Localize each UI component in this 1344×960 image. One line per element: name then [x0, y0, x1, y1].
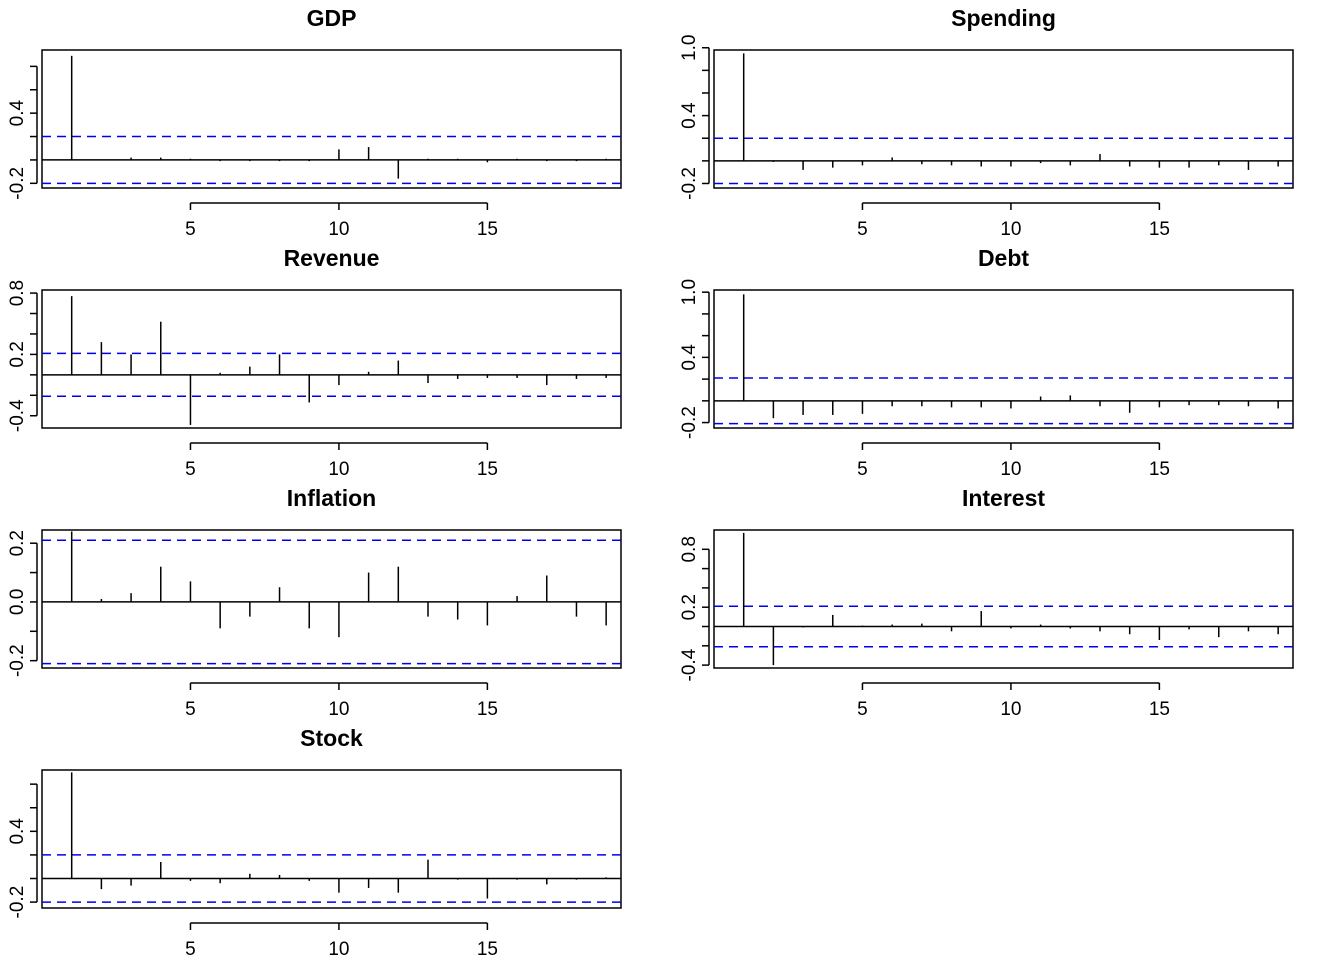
y-tick-label: 0.2 [7, 341, 28, 367]
panel-title: GDP [307, 5, 357, 31]
y-tick-label: 0.2 [679, 594, 700, 620]
x-tick-label: 15 [477, 459, 498, 480]
y-tick-label: 0.8 [7, 280, 28, 306]
y-tick-label: 0.4 [7, 100, 28, 127]
y-tick-label: 0.8 [679, 536, 700, 562]
acf-panel-inflation: Inflation 5 10 15 -0.2 0.0 0.2 [7, 485, 622, 720]
x-tick-label: 15 [1149, 699, 1170, 720]
plot-frame [41, 529, 622, 669]
acf-panel-stock: Stock 5 10 15 -0.2 0.4 [7, 725, 622, 960]
x-tick-label: 15 [477, 939, 498, 960]
y-tick-label: -0.2 [7, 644, 28, 677]
y-tick-label: -0.2 [7, 167, 28, 200]
y-tick-label: 0.4 [7, 818, 28, 845]
acf-panel-debt: Debt 5 10 15 -0.2 0.4 1.0 [679, 245, 1294, 480]
acf-panel-gdp: GDP 5 10 15 -0.2 0.4 [7, 5, 622, 240]
plot-frame [713, 529, 1294, 669]
y-tick-label: 0.0 [7, 589, 28, 615]
x-tick-label: 5 [185, 699, 196, 720]
panel-title: Interest [962, 485, 1045, 511]
x-tick-label: 15 [1149, 459, 1170, 480]
x-tick-label: 5 [857, 699, 868, 720]
x-tick-label: 10 [1000, 699, 1021, 720]
x-tick-label: 5 [185, 459, 196, 480]
panel-title: Stock [300, 725, 363, 751]
panel-title: Spending [951, 5, 1056, 31]
x-tick-label: 10 [328, 699, 349, 720]
y-tick-label: 1.0 [679, 279, 700, 305]
x-tick-label: 5 [185, 939, 196, 960]
x-tick-label: 10 [1000, 219, 1021, 240]
plot-frame [41, 769, 622, 909]
plot-frame [713, 49, 1294, 189]
y-tick-label: -0.2 [7, 886, 28, 919]
plot-frame [41, 289, 622, 429]
y-tick-label: 0.4 [679, 344, 700, 371]
y-tick-label: 0.2 [7, 530, 28, 556]
x-tick-label: 15 [477, 699, 498, 720]
y-tick-label: 0.4 [679, 102, 700, 129]
y-tick-label: -0.4 [7, 399, 28, 432]
x-tick-label: 10 [328, 219, 349, 240]
x-tick-label: 5 [857, 219, 868, 240]
acf-panel-revenue: Revenue 5 10 15 -0.4 0.2 0.8 [7, 245, 622, 480]
x-tick-label: 10 [328, 939, 349, 960]
plot-frame [41, 49, 622, 189]
panel-title: Revenue [284, 245, 380, 271]
acf-panel-spending: Spending 5 10 15 -0.2 0.4 1.0 [679, 5, 1294, 240]
y-tick-label: -0.2 [679, 406, 700, 439]
y-tick-label: 1.0 [679, 35, 700, 61]
x-tick-label: 10 [328, 459, 349, 480]
y-tick-label: -0.4 [679, 648, 700, 681]
x-tick-label: 5 [185, 219, 196, 240]
panel-title: Inflation [287, 485, 376, 511]
x-tick-label: 5 [857, 459, 868, 480]
y-tick-label: -0.2 [679, 167, 700, 200]
x-tick-label: 10 [1000, 459, 1021, 480]
panel-title: Debt [978, 245, 1029, 271]
acf-panel-interest: Interest 5 10 15 -0.4 0.2 0.8 [679, 485, 1294, 720]
x-tick-label: 15 [1149, 219, 1170, 240]
plot-frame [713, 289, 1294, 429]
x-tick-label: 15 [477, 219, 498, 240]
